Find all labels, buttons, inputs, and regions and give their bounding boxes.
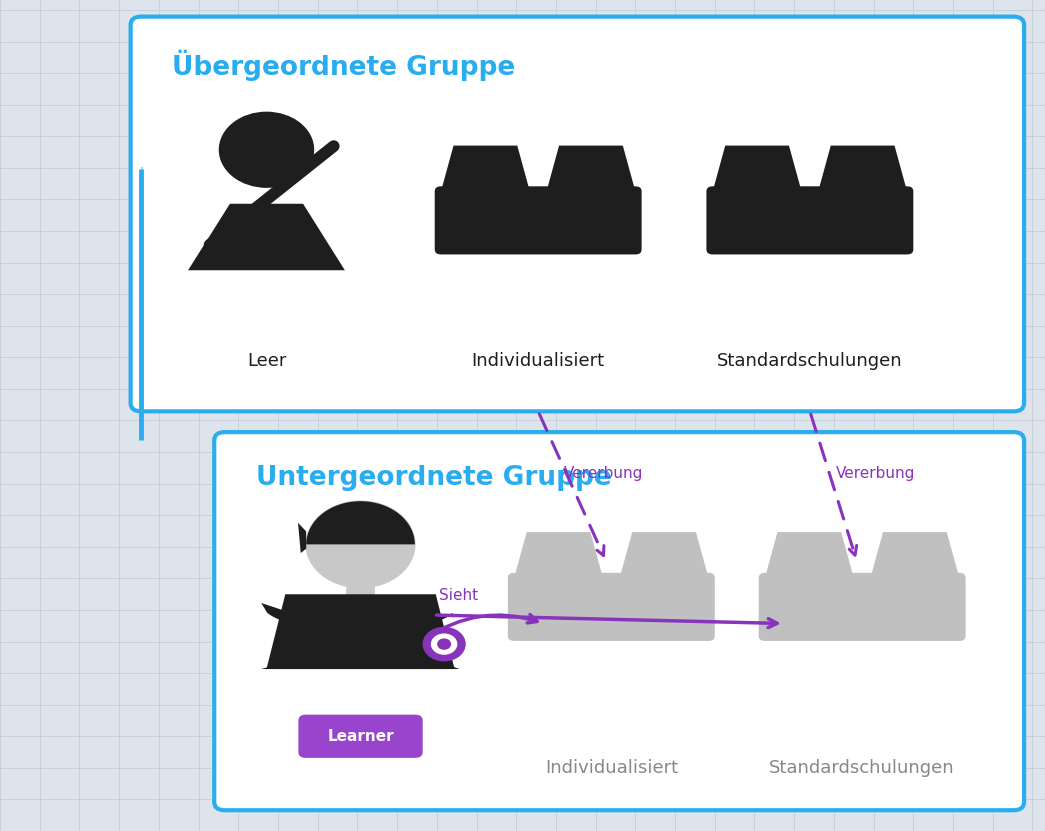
- Polygon shape: [306, 501, 415, 544]
- Circle shape: [219, 112, 314, 187]
- Polygon shape: [261, 603, 460, 669]
- Text: Übergeordnete Gruppe: Übergeordnete Gruppe: [172, 50, 515, 81]
- Text: Untergeordnete Gruppe: Untergeordnete Gruppe: [256, 465, 611, 491]
- FancyBboxPatch shape: [435, 186, 642, 254]
- Text: Individualisiert: Individualisiert: [544, 759, 678, 777]
- Polygon shape: [298, 523, 306, 553]
- Circle shape: [306, 501, 415, 588]
- Polygon shape: [765, 532, 854, 578]
- FancyBboxPatch shape: [214, 432, 1024, 810]
- Text: Sieht: Sieht: [439, 588, 478, 602]
- FancyBboxPatch shape: [706, 186, 913, 254]
- Polygon shape: [547, 145, 635, 191]
- Text: Individualisiert: Individualisiert: [471, 352, 605, 370]
- Polygon shape: [266, 594, 455, 669]
- Circle shape: [438, 639, 450, 649]
- Circle shape: [432, 634, 457, 654]
- FancyBboxPatch shape: [508, 573, 715, 641]
- Polygon shape: [713, 145, 802, 191]
- Text: Standardschulungen: Standardschulungen: [717, 352, 903, 370]
- Text: Vererbung: Vererbung: [564, 466, 644, 481]
- Polygon shape: [441, 145, 530, 191]
- FancyBboxPatch shape: [131, 17, 1024, 411]
- Polygon shape: [514, 532, 603, 578]
- Text: Learner: Learner: [327, 729, 394, 744]
- Polygon shape: [188, 204, 345, 270]
- Polygon shape: [870, 532, 959, 578]
- Polygon shape: [620, 532, 709, 578]
- Text: Leer: Leer: [247, 352, 286, 370]
- Text: Max: Max: [341, 654, 380, 673]
- Text: Standardschulungen: Standardschulungen: [769, 759, 955, 777]
- FancyBboxPatch shape: [299, 715, 422, 758]
- Circle shape: [423, 627, 465, 661]
- Polygon shape: [818, 145, 907, 191]
- Text: Vererbung: Vererbung: [836, 466, 915, 481]
- FancyBboxPatch shape: [346, 586, 375, 610]
- FancyBboxPatch shape: [759, 573, 966, 641]
